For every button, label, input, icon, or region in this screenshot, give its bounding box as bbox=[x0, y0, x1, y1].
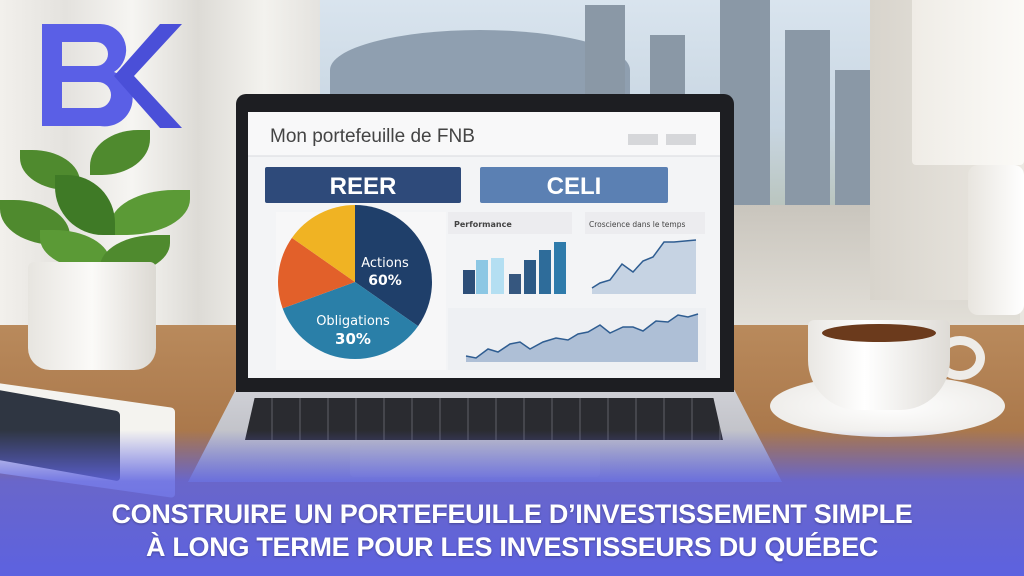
pie-label-obligations: Obligations bbox=[316, 314, 390, 329]
performance-panel-header bbox=[448, 212, 572, 234]
pie-slice bbox=[282, 282, 419, 359]
reer-button[interactable] bbox=[265, 167, 461, 203]
bar bbox=[524, 260, 536, 294]
lamp-shade bbox=[912, 0, 1024, 165]
headline-band bbox=[0, 430, 1024, 576]
pie-label-actions: Actions bbox=[361, 256, 409, 271]
building bbox=[835, 70, 870, 205]
celi-label: CELI bbox=[547, 173, 602, 200]
plant-pot bbox=[28, 262, 156, 370]
performance-bar-chart bbox=[463, 242, 566, 294]
pie-slice bbox=[355, 205, 432, 327]
bar bbox=[463, 270, 475, 294]
logo-letter-k bbox=[114, 24, 182, 128]
bar bbox=[476, 260, 488, 294]
trend-area bbox=[466, 314, 698, 362]
logo-letter-b bbox=[42, 23, 133, 127]
growth-line bbox=[591, 239, 697, 289]
bar bbox=[539, 250, 551, 294]
laptop-screen-dashboard: Mon portefeuille de FNB REER CELI Action… bbox=[248, 112, 720, 378]
pie-value-obligations: 30% bbox=[335, 330, 371, 348]
header-button[interactable] bbox=[666, 134, 696, 145]
pie-slice bbox=[291, 205, 355, 282]
bar bbox=[491, 258, 504, 294]
trend-line bbox=[465, 313, 699, 359]
allocation-pie-chart bbox=[278, 205, 432, 359]
coffee bbox=[822, 324, 936, 342]
header-button[interactable] bbox=[628, 134, 658, 145]
headline: CONSTRUIRE UN PORTEFEUILLE D’INVESTISSEM… bbox=[0, 498, 1024, 564]
pie-value-actions: 60% bbox=[368, 273, 402, 289]
lamp-base bbox=[968, 165, 1024, 315]
growth-area bbox=[592, 240, 696, 294]
bar bbox=[509, 274, 521, 294]
celi-button[interactable] bbox=[480, 167, 668, 203]
dashboard-title: Mon portefeuille de FNB bbox=[270, 126, 475, 147]
headline-line-2: À LONG TERME POUR LES INVESTISSEURS DU Q… bbox=[145, 532, 879, 562]
building bbox=[785, 30, 830, 205]
performance-title: Performance bbox=[454, 220, 512, 229]
reer-label: REER bbox=[330, 173, 397, 200]
growth-panel-header bbox=[585, 212, 705, 234]
headline-line-1: CONSTRUIRE UN PORTEFEUILLE D’INVESTISSEM… bbox=[111, 499, 913, 529]
growth-title: Croscience dans le temps bbox=[589, 220, 685, 229]
bk-logo bbox=[42, 23, 182, 128]
bar bbox=[554, 242, 566, 294]
pie-slice bbox=[278, 237, 355, 309]
